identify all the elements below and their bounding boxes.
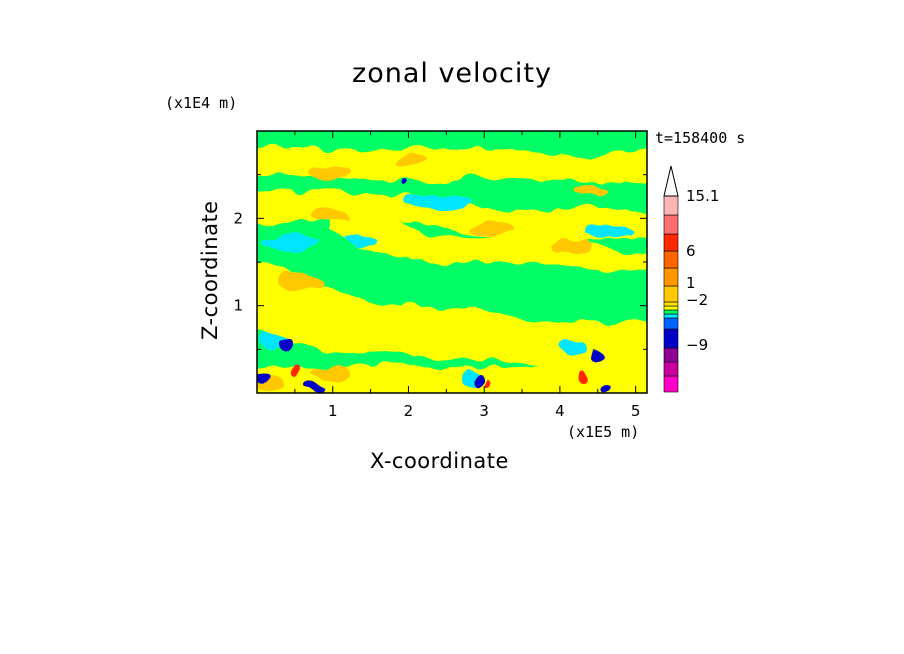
- colorbar-swatch: [663, 195, 679, 216]
- colorbar-swatch: [663, 250, 679, 269]
- orange-blob-8: [310, 366, 350, 378]
- colorbar-label: 15.1: [686, 187, 719, 205]
- blue-blob-5: [590, 348, 600, 362]
- blue-blob-4: [472, 373, 484, 387]
- colorbar-swatch: [663, 347, 679, 363]
- blue-blob-3: [307, 384, 323, 392]
- time-label: t=158400 s: [655, 129, 746, 147]
- colorbar-swatch: [663, 285, 679, 303]
- colorbar-swatch: [663, 309, 679, 315]
- orange-blob-5: [548, 237, 592, 253]
- chart-title: zonal velocity: [352, 58, 552, 89]
- colorbar-label: −2: [686, 291, 708, 309]
- orange-blob-4: [466, 221, 514, 235]
- y-tick-label: 1: [233, 297, 243, 315]
- colorbar-swatch: [663, 267, 679, 287]
- orange-blob-6: [278, 273, 322, 291]
- colorbar-swatch: [663, 214, 679, 235]
- colorbar-swatch: [663, 313, 679, 319]
- blue-blob-7: [405, 182, 411, 188]
- cyan-blob-3: [346, 233, 374, 243]
- colorbar-overflow-arrow: [663, 165, 679, 197]
- x-tick-label: 1: [328, 402, 338, 420]
- x-tick-label: 2: [404, 402, 414, 420]
- blue-blob-2: [257, 375, 274, 385]
- x-axis: 1 2 3 4 5: [294, 131, 641, 420]
- colorbar-swatch: [663, 301, 679, 307]
- colorbar-label: 1: [686, 274, 696, 292]
- x-tick-label: 4: [555, 402, 565, 420]
- colorbar-swatch: [663, 305, 679, 311]
- blue-blob-6: [599, 384, 611, 392]
- red-spot-2: [581, 374, 589, 386]
- cyan-blob-7: [563, 340, 587, 356]
- yellow-band-4: [257, 264, 647, 379]
- colorbar: 15.1 6 1−2 −9: [663, 165, 719, 393]
- y-axis: 12: [233, 174, 647, 350]
- colorbar-label: 6: [686, 242, 696, 260]
- orange-blob-2: [392, 154, 428, 166]
- x-scale-label: (x1E5 m): [567, 423, 640, 441]
- cyan-blob-1: [260, 235, 320, 249]
- colorbar-swatch: [663, 328, 679, 349]
- red-spot-3: [485, 380, 491, 390]
- orange-blob-7: [574, 185, 606, 195]
- y-tick-label: 2: [233, 209, 243, 227]
- x-tick-label: 3: [479, 402, 489, 420]
- red-spot-1: [293, 364, 301, 380]
- cyan-blob-2: [406, 195, 474, 211]
- colorbar-swatch: [663, 361, 679, 377]
- x-axis-label: X-coordinate: [370, 449, 509, 473]
- cyan-blob-4: [586, 226, 634, 238]
- colorbar-label: −9: [686, 336, 708, 354]
- contour-field: [257, 131, 647, 393]
- orange-blob-1: [308, 165, 352, 179]
- orange-blob-3: [312, 210, 348, 222]
- colorbar-swatch: [663, 375, 679, 393]
- x-tick-label: 5: [631, 402, 641, 420]
- yellow-band-5: [257, 365, 647, 393]
- colorbar-swatch: [663, 233, 679, 252]
- colorbar-swatch: [663, 317, 679, 330]
- y-scale-label: (x1E4 m): [165, 94, 238, 112]
- blue-blob-1: [281, 337, 293, 353]
- yellow-band-1: [257, 146, 647, 183]
